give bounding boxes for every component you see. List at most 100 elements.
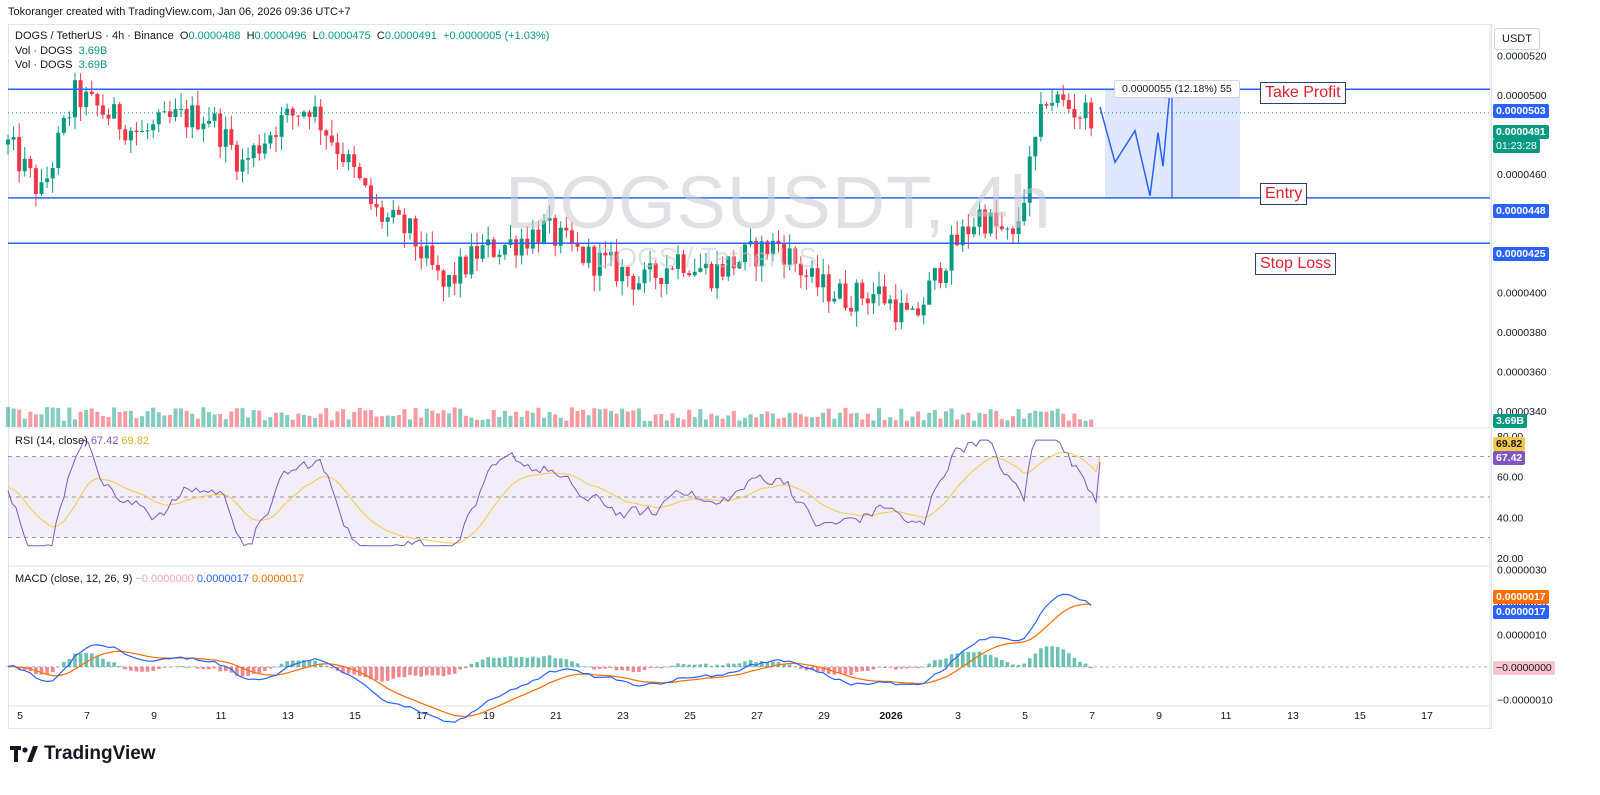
candle-body (765, 241, 770, 255)
volume-bar (67, 407, 72, 427)
volume-bar (458, 408, 463, 427)
candle-body (223, 129, 228, 147)
time-axis-tick: 7 (84, 710, 90, 722)
candle-body (988, 212, 993, 234)
macd-histogram-bar (648, 666, 652, 668)
macd-histogram-bar (542, 656, 546, 667)
macd-histogram-bar (536, 657, 541, 667)
macd-histogram-bar (1000, 659, 1004, 667)
volume-bar (519, 417, 524, 427)
macd-histogram-bar (938, 659, 943, 667)
macd-histogram-bar (173, 666, 178, 668)
macd-histogram-bar (899, 666, 904, 669)
volume-legend-1[interactable]: Vol · DOGS 3.69B (15, 45, 107, 57)
macd-histogram-bar (1011, 664, 1015, 667)
stop-loss-price-tag: 0.0000425 (1493, 247, 1549, 261)
candle-body (1072, 108, 1077, 118)
take-profit-label[interactable]: Take Profit (1260, 82, 1346, 104)
currency-button[interactable]: USDT (1494, 28, 1540, 50)
volume-bar (424, 408, 429, 427)
candle-body (904, 302, 909, 310)
price-legend[interactable]: DOGS / TetherUS · 4h · Binance O0.000048… (15, 30, 549, 42)
candle-body (703, 263, 708, 269)
macd-histogram-bar (849, 666, 853, 675)
macd-histogram-bar (933, 660, 937, 667)
macd-histogram-bar (893, 666, 898, 670)
candle-body (514, 239, 519, 256)
candle-body (726, 256, 731, 277)
volume-bar (39, 414, 44, 427)
candle-body (84, 91, 89, 108)
candle-body (151, 124, 156, 131)
macd-histogram-bar (609, 666, 613, 668)
volume-bar (569, 407, 574, 427)
candle-body (581, 246, 586, 264)
candle-body (100, 105, 105, 115)
volume-bar (234, 408, 239, 427)
volume-bar (262, 420, 267, 427)
volume-bar (837, 412, 842, 427)
candle-body (262, 143, 267, 154)
volume-bar (296, 413, 301, 427)
volume-bar (843, 407, 848, 427)
volume-bar (486, 419, 491, 427)
macd-histogram-bar (447, 666, 451, 675)
volume-bar (1011, 416, 1015, 427)
volume-bar (257, 410, 262, 427)
volume-legend-2[interactable]: Vol · DOGS 3.69B (15, 59, 107, 71)
tradingview-logo[interactable]: TradingView (10, 743, 156, 765)
ohlc-c-label: C (376, 30, 385, 42)
candle-body (709, 263, 714, 289)
volume-value: 3.69B (78, 45, 108, 57)
rsi-value: 67.42 (90, 435, 119, 447)
candle-body (826, 274, 831, 302)
macd-histogram-bar (620, 666, 624, 671)
macd-legend[interactable]: MACD (close, 12, 26, 9) −0.0000000 0.000… (15, 573, 304, 585)
rsi-line (7, 439, 1101, 547)
macd-histogram-bar (871, 666, 876, 670)
candle-body (335, 142, 340, 155)
candle-body (391, 209, 396, 218)
candle-body (6, 139, 10, 145)
volume-bar (1078, 419, 1082, 427)
candle-body (33, 168, 38, 195)
volume-bar (374, 416, 379, 427)
volume-bar (636, 408, 641, 427)
macd-histogram-bar (201, 666, 206, 670)
volume-bar (419, 417, 424, 427)
macd-histogram-bar (140, 666, 144, 672)
volume-bar (11, 408, 16, 427)
stop-loss-label[interactable]: Stop Loss (1255, 253, 1337, 275)
macd-histogram-bar (748, 659, 753, 667)
volume-bar (938, 418, 943, 427)
volume-bar (352, 412, 357, 427)
macd-histogram-bar (1050, 646, 1054, 667)
macd-histogram-bar (196, 666, 200, 669)
volume-bar (971, 420, 976, 427)
volume-bar (1050, 410, 1055, 427)
macd-histogram-bar (84, 652, 88, 667)
candle-body (324, 130, 329, 136)
macd-histogram-bar (765, 662, 770, 667)
candle-body (921, 304, 926, 316)
candle-body (676, 254, 680, 269)
macd-histogram-bar (39, 666, 44, 675)
macd-histogram-bar (117, 665, 122, 667)
volume-bar (586, 415, 591, 427)
candle-body (28, 158, 33, 169)
entry-label[interactable]: Entry (1260, 183, 1308, 205)
macd-histogram-bar (1005, 662, 1010, 667)
volume-bar (759, 413, 764, 427)
candle-body (413, 218, 418, 247)
macd-histogram-bar (397, 666, 401, 678)
rsi-legend[interactable]: RSI (14, close) 67.42 69.82 (15, 435, 149, 447)
candle-body (849, 307, 854, 312)
volume-bar (491, 409, 496, 427)
candle-body (380, 207, 385, 222)
volume-bar (542, 417, 546, 427)
candle-body (173, 109, 178, 118)
macd-histogram-bar (598, 666, 602, 669)
candle-body (357, 166, 362, 179)
volume-bar (653, 414, 658, 427)
